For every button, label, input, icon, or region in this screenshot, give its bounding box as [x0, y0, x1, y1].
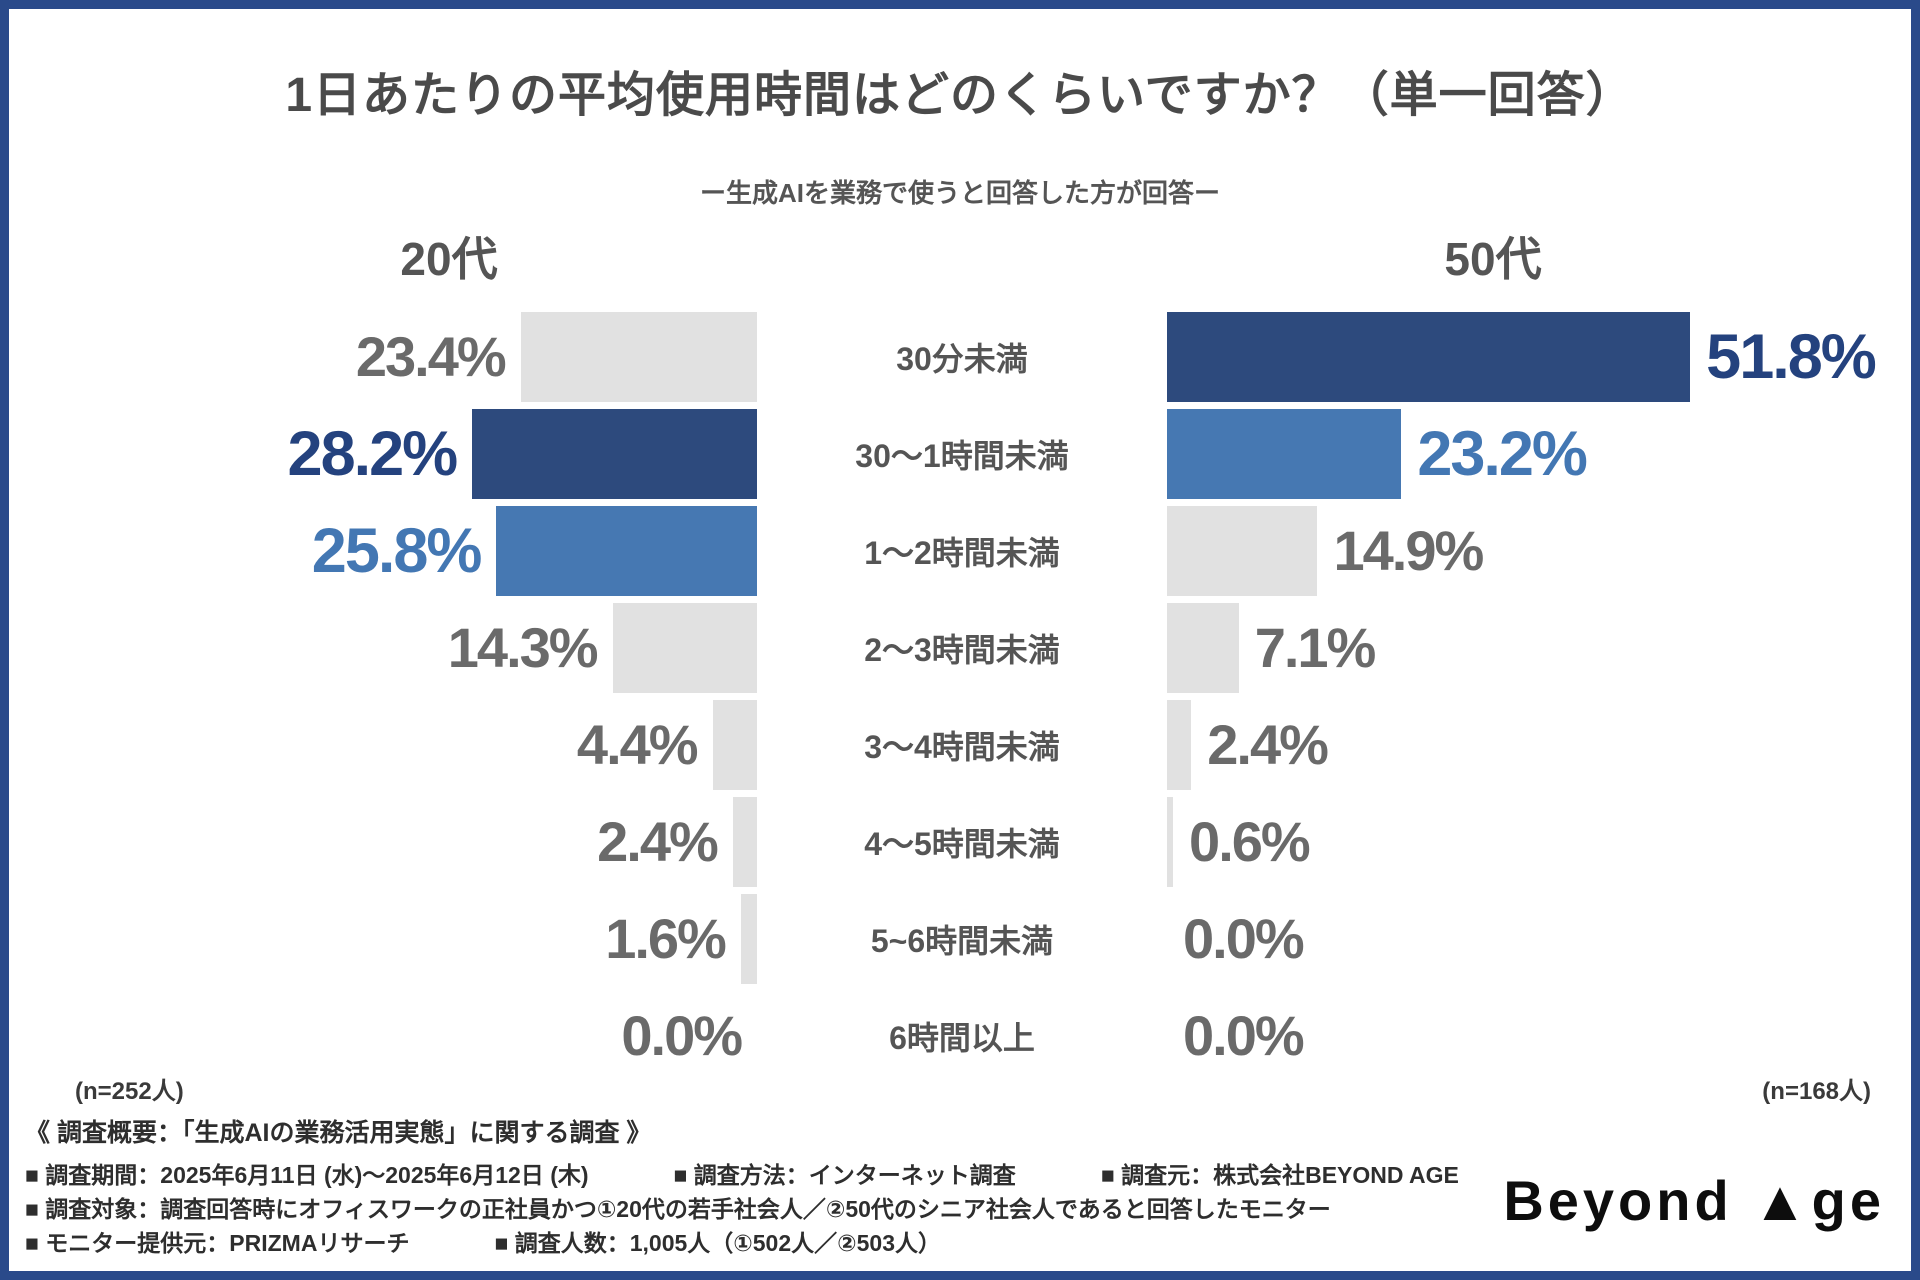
survey-notes: 《 調査概要：「生成AIの業務活用実態」に関する調査 》 ■ 調査期間：2025…	[25, 1113, 1459, 1260]
bar-20s	[496, 506, 757, 596]
category-label: 3〜4時間未満	[864, 729, 1060, 765]
chart-row: 23.4% 30分未満 51.8%	[9, 312, 1911, 409]
value-label-50s: 51.8%	[1706, 321, 1877, 392]
bar-50s	[1167, 603, 1239, 693]
beyond-age-logo: Beyond ▲ge	[1503, 1169, 1885, 1232]
right-bar-cell: 0.0%	[1167, 991, 1911, 1081]
chart-row: 14.3% 2〜3時間未満 7.1%	[9, 603, 1911, 700]
value-label-50s: 7.1%	[1254, 616, 1377, 679]
category-cell: 3〜4時間未満	[757, 700, 1167, 790]
category-label: 5~6時間未満	[870, 923, 1054, 959]
chart-row: 0.0% 6時間以上 0.0%	[9, 991, 1911, 1088]
left-bar-cell: 0.0%	[9, 991, 757, 1081]
value-label-20s: 0.0%	[621, 1004, 743, 1067]
bar-50s	[1167, 312, 1691, 402]
value-label-20s: 4.4%	[576, 713, 699, 776]
left-bar-cell: 23.4%	[9, 312, 757, 402]
category-label: 30〜1時間未満	[855, 438, 1069, 474]
category-cell: 2〜3時間未満	[757, 603, 1167, 693]
bar-20s	[712, 700, 757, 790]
category-cell: 4〜5時間未満	[757, 797, 1167, 887]
survey-overview-heading: 《 調査概要：「生成AIの業務活用実態」に関する調査 》	[25, 1119, 652, 1147]
survey-detail-item: ■ 調査方法：インターネット調査	[673, 1162, 1016, 1188]
category-label: 4〜5時間未満	[864, 826, 1060, 862]
bar-50s	[1167, 797, 1174, 887]
value-label-50s: 0.6%	[1189, 810, 1311, 873]
right-bar-cell: 51.8%	[1167, 312, 1911, 402]
survey-detail-item: ■ 調査人数：1,005人（①502人／②503人）	[494, 1230, 941, 1256]
category-cell: 30〜1時間未満	[757, 409, 1167, 499]
page-title: 1日あたりの平均使用時間はどのくらいですか？（単一回答）	[285, 69, 1635, 122]
value-label-20s: 28.2%	[287, 418, 459, 489]
bar-20s	[740, 894, 757, 984]
bar-20s	[520, 312, 757, 402]
left-bar-cell: 25.8%	[9, 506, 757, 596]
value-label-20s: 1.6%	[605, 907, 727, 970]
left-bar-cell: 14.3%	[9, 603, 757, 693]
value-label-50s: 14.9%	[1333, 519, 1484, 582]
right-bar-cell: 2.4%	[1167, 700, 1911, 790]
right-bar-cell: 0.0%	[1167, 894, 1911, 984]
bar-50s	[1167, 700, 1192, 790]
bar-20s	[472, 409, 757, 499]
right-bar-cell: 7.1%	[1167, 603, 1911, 693]
value-label-50s: 23.2%	[1417, 418, 1588, 489]
right-bar-cell: 23.2%	[1167, 409, 1911, 499]
mirrored-bar-chart: 23.4% 30分未満 51.8% 28.2% 30〜1時間未満 23.2% 25.8% 1〜…	[9, 312, 1911, 1088]
value-label-20s: 14.3%	[447, 616, 599, 679]
category-label: 6時間以上	[889, 1020, 1035, 1056]
bar-20s	[612, 603, 757, 693]
sample-size-20s: (n=252人)	[75, 1078, 184, 1105]
category-cell: 6時間以上	[757, 991, 1167, 1081]
value-label-20s: 23.4%	[355, 325, 507, 388]
left-bar-cell: 28.2%	[9, 409, 757, 499]
survey-detail-line: ■ 調査対象：調査回答時にオフィスワークの正社員かつ①20代の若手社会人／②50…	[25, 1192, 1459, 1226]
survey-detail-lines: ■ 調査期間：2025年6月11日 (水)〜2025年6月12日 (木) ■ 調査…	[25, 1158, 1459, 1260]
category-label: 30分未満	[896, 341, 1028, 377]
right-bar-cell: 0.6%	[1167, 797, 1911, 887]
category-cell: 30分未満	[757, 312, 1167, 402]
chart-row: 25.8% 1〜2時間未満 14.9%	[9, 506, 1911, 603]
left-bar-cell: 1.6%	[9, 894, 757, 984]
value-label-20s: 2.4%	[597, 810, 719, 873]
left-bar-cell: 2.4%	[9, 797, 757, 887]
survey-detail-item: ■ モニター提供元：PRIZMAリサーチ	[25, 1230, 410, 1256]
subtitle: ー生成AIを業務で使うと回答した方が回答ー	[699, 178, 1220, 208]
sample-size-50s: (n=168人)	[1762, 1078, 1871, 1105]
survey-detail-item: ■ 調査元：株式会社BEYOND AGE	[1100, 1162, 1459, 1188]
right-bar-cell: 14.9%	[1167, 506, 1911, 596]
group-title-50s: 50代	[1444, 233, 1542, 285]
survey-detail-line: ■ モニター提供元：PRIZMAリサーチ ■ 調査人数：1,005人（①502人／…	[25, 1226, 1459, 1260]
category-label: 1〜2時間未満	[864, 535, 1060, 571]
value-label-20s: 25.8%	[311, 515, 483, 586]
bar-20s	[732, 797, 757, 887]
chart-row: 28.2% 30〜1時間未満 23.2%	[9, 409, 1911, 506]
value-label-50s: 0.0%	[1183, 1004, 1305, 1067]
survey-detail-line: ■ 調査期間：2025年6月11日 (水)〜2025年6月12日 (木) ■ 調査…	[25, 1158, 1459, 1192]
bar-50s	[1167, 506, 1318, 596]
category-cell: 1〜2時間未満	[757, 506, 1167, 596]
category-label: 2〜3時間未満	[864, 632, 1060, 668]
value-label-50s: 0.0%	[1183, 907, 1305, 970]
chart-row: 4.4% 3〜4時間未満 2.4%	[9, 700, 1911, 797]
category-cell: 5~6時間未満	[757, 894, 1167, 984]
group-title-20s: 20代	[400, 233, 498, 285]
value-label-50s: 2.4%	[1207, 713, 1329, 776]
chart-row: 2.4% 4〜5時間未満 0.6%	[9, 797, 1911, 894]
survey-detail-item: ■ 調査期間：2025年6月11日 (水)〜2025年6月12日 (木)	[25, 1162, 589, 1188]
chart-row: 1.6% 5~6時間未満 0.0%	[9, 894, 1911, 991]
survey-detail-item: ■ 調査対象：調査回答時にオフィスワークの正社員かつ①20代の若手社会人／②50…	[25, 1196, 1331, 1222]
left-bar-cell: 4.4%	[9, 700, 757, 790]
bar-50s	[1167, 409, 1402, 499]
